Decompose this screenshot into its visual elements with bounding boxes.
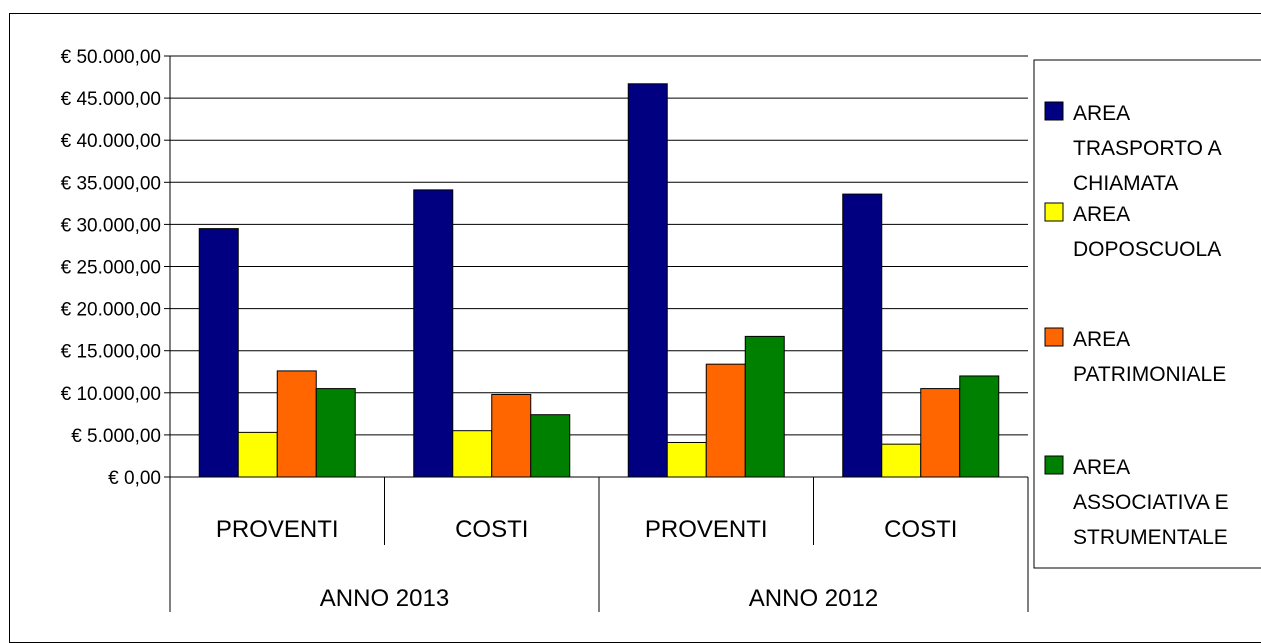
y-tick-label: € 10.000,00 bbox=[61, 384, 161, 405]
bar bbox=[666, 441, 707, 478]
bar bbox=[452, 430, 493, 478]
legend-swatch bbox=[1044, 455, 1064, 475]
legend-label-line: STRUMENTALE bbox=[1073, 526, 1228, 549]
legend-label: AREA DOPOSCUOLA bbox=[1073, 203, 1221, 261]
y-tick-label: € 5.000,00 bbox=[71, 426, 161, 447]
y-tick-label: € 45.000,00 bbox=[61, 89, 161, 110]
y-tick-label: € 40.000,00 bbox=[61, 131, 161, 152]
legend-label-line: ASSOCIATIVA E bbox=[1073, 491, 1229, 514]
x-category-label: PROVENTI bbox=[216, 516, 339, 543]
bar bbox=[413, 189, 454, 478]
y-tick-label: € 25.000,00 bbox=[61, 258, 161, 279]
bar bbox=[842, 193, 883, 478]
x-category-label: COSTI bbox=[455, 516, 528, 543]
bar bbox=[705, 363, 746, 478]
legend-label-line: PATRIMONIALE bbox=[1073, 363, 1226, 386]
x-category-label: PROVENTI bbox=[645, 516, 768, 543]
axes: € 0,00 € 5.000,00 € 10.000,00 € 15.000,00 € … bbox=[61, 47, 1029, 612]
bar bbox=[627, 83, 668, 478]
legend-label: AREA ASSOCIATIVA E STRUMENTALE bbox=[1073, 456, 1229, 549]
legend-swatch bbox=[1044, 327, 1064, 347]
y-tick-label: € 35.000,00 bbox=[61, 173, 161, 194]
bar bbox=[276, 370, 317, 478]
x-group-label: ANNO 2012 bbox=[749, 585, 878, 612]
legend-swatch bbox=[1044, 202, 1064, 222]
legend-box bbox=[1033, 59, 1261, 569]
legend-label-line: AREA bbox=[1073, 102, 1130, 125]
y-tick-label: € 15.000,00 bbox=[61, 342, 161, 363]
bar bbox=[198, 228, 239, 478]
legend-label-line: AREA bbox=[1073, 456, 1130, 479]
legend-label: AREA TRASPORTO A CHIAMATA bbox=[1073, 102, 1222, 195]
x-group-label: ANNO 2013 bbox=[320, 585, 449, 612]
bar bbox=[920, 388, 961, 478]
y-tick-label: € 20.000,00 bbox=[61, 300, 161, 321]
legend-label-line: CHIAMATA bbox=[1073, 172, 1178, 195]
bars bbox=[198, 83, 1000, 478]
bar bbox=[530, 414, 571, 478]
legend-label-line: DOPOSCUOLA bbox=[1073, 238, 1221, 261]
legend-label-line: TRASPORTO A bbox=[1073, 137, 1222, 160]
bar bbox=[315, 388, 356, 478]
bar bbox=[237, 431, 278, 478]
bar bbox=[491, 393, 532, 478]
legend-swatch bbox=[1044, 101, 1064, 121]
bar bbox=[744, 335, 785, 478]
y-tick-label: € 50.000,00 bbox=[61, 47, 161, 68]
legend-label-line: AREA bbox=[1073, 203, 1130, 226]
bar bbox=[881, 443, 922, 478]
legend-label-line: AREA bbox=[1073, 328, 1130, 351]
x-category-label: COSTI bbox=[884, 516, 957, 543]
legend-label: AREA PATRIMONIALE bbox=[1073, 328, 1226, 386]
bar bbox=[959, 375, 1000, 478]
y-tick-label: € 0,00 bbox=[108, 468, 161, 489]
y-tick-label: € 30.000,00 bbox=[61, 215, 161, 236]
